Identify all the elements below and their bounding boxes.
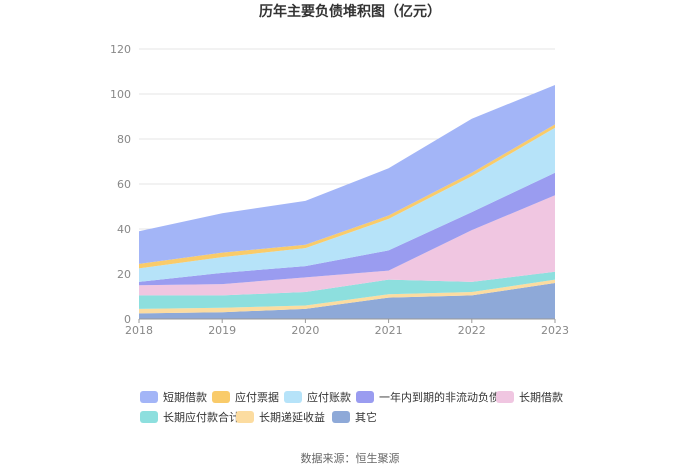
legend-label: 长期递延收益 <box>259 410 325 424</box>
y-tick-label: 20 <box>117 268 131 281</box>
y-tick-label: 60 <box>117 178 131 191</box>
x-tick-label: 2019 <box>208 324 236 337</box>
legend-item[interactable]: 长期递延收益 <box>236 410 325 424</box>
legend-swatch <box>284 391 302 403</box>
y-tick-label: 40 <box>117 223 131 236</box>
y-tick-label: 120 <box>110 43 131 56</box>
y-axis: 0 20 40 60 80 100 120 <box>110 43 131 326</box>
chart-title: 历年主要负债堆积图（亿元） <box>259 3 441 20</box>
area-series-2 <box>139 271 555 309</box>
legend-item[interactable]: 其它 <box>332 410 377 424</box>
legend-label: 长期借款 <box>519 390 563 404</box>
area-series-3 <box>139 195 555 296</box>
legend-item[interactable]: 一年内到期的非流动负债 <box>356 390 500 404</box>
legend-item[interactable]: 短期借款 <box>140 390 207 404</box>
legend-label: 其它 <box>355 410 377 424</box>
area-series-5 <box>139 127 555 282</box>
area-series-7 <box>139 85 555 264</box>
area-series-0 <box>139 283 555 319</box>
x-tick-label: 2023 <box>541 324 569 337</box>
legend-swatch <box>496 391 514 403</box>
x-tick-label: 2018 <box>125 324 153 337</box>
legend-label: 一年内到期的非流动负债 <box>379 390 500 404</box>
x-axis: 2018 2019 2020 2021 2022 2023 <box>125 318 569 337</box>
legend-item[interactable]: 应付票据 <box>212 390 279 404</box>
area-series-1 <box>139 279 555 314</box>
legend-swatch <box>356 391 374 403</box>
y-tick-label: 0 <box>124 313 131 326</box>
legend-swatch <box>236 411 254 423</box>
x-tick-label: 2022 <box>458 324 486 337</box>
legend-swatch <box>332 411 350 423</box>
x-tick-label: 2021 <box>375 324 403 337</box>
legend-label: 短期借款 <box>163 390 207 404</box>
series-areas <box>139 85 555 319</box>
y-tick-label: 100 <box>110 88 131 101</box>
area-series-4 <box>139 172 555 286</box>
y-tick-label: 80 <box>117 133 131 146</box>
legend-item[interactable]: 长期应付款合计 <box>140 410 240 424</box>
data-source: 数据来源：恒生聚源 <box>301 451 400 465</box>
legend-label: 应付票据 <box>235 390 279 404</box>
legend-swatch <box>140 411 158 423</box>
legend-label: 应付账款 <box>307 390 351 404</box>
legend-swatch <box>212 391 230 403</box>
legend-item[interactable]: 长期借款 <box>496 390 563 404</box>
legend-swatch <box>140 391 158 403</box>
x-tick-label: 2020 <box>291 324 319 337</box>
legend-label: 长期应付款合计 <box>163 410 240 424</box>
legend-item[interactable]: 应付账款 <box>284 390 351 404</box>
